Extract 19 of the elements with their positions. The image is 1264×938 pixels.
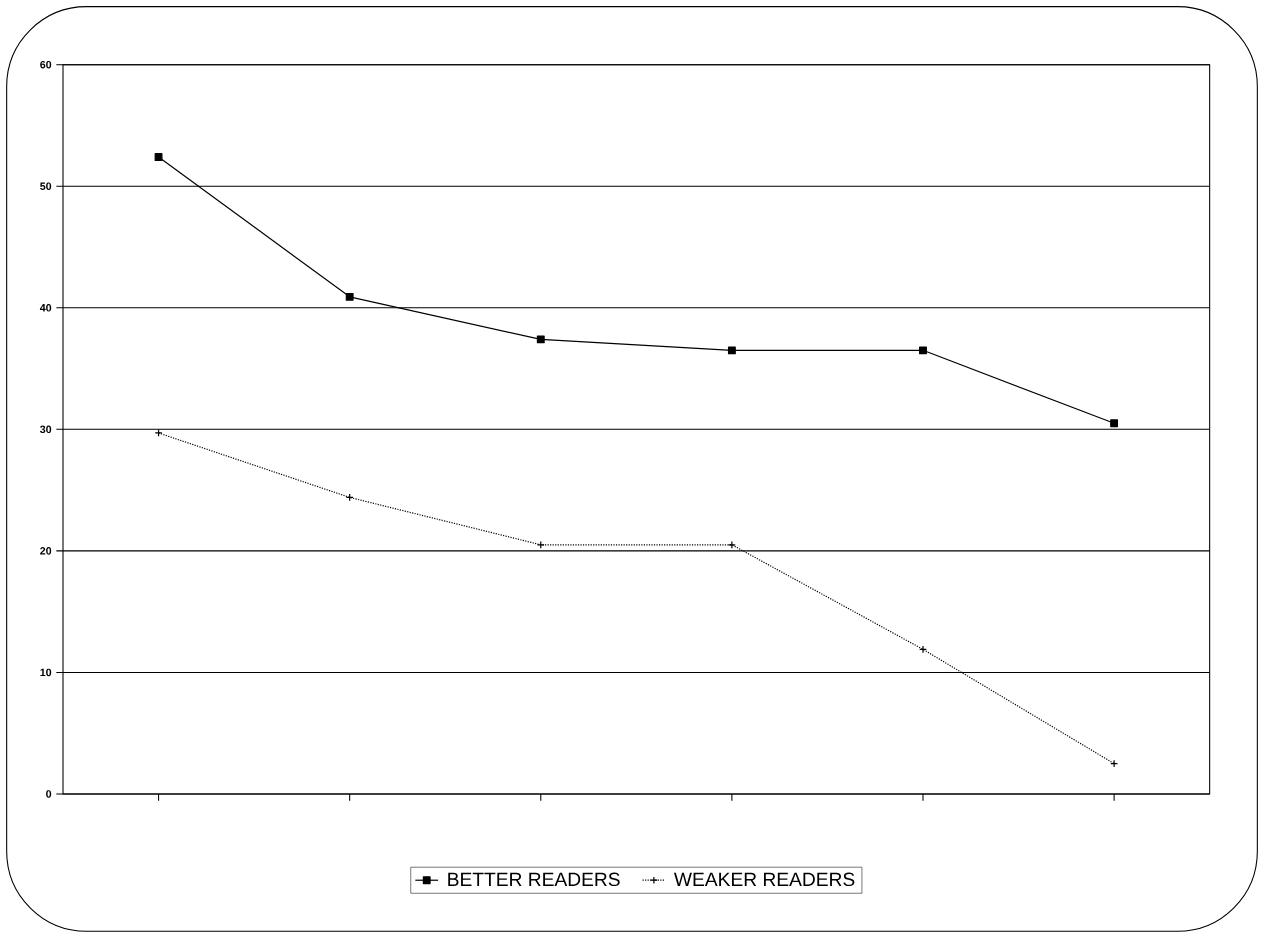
point	[919, 346, 927, 355]
point	[727, 346, 736, 355]
point	[345, 292, 354, 301]
point	[154, 153, 163, 161]
y-tick-label: 30	[40, 425, 52, 434]
point	[727, 540, 736, 549]
legend-label: BETTER READERS	[448, 872, 620, 887]
point	[1110, 759, 1119, 768]
point	[154, 429, 163, 437]
point	[919, 645, 927, 654]
y-tick-label: 40	[39, 304, 52, 312]
y-tick-label: 60	[40, 60, 52, 69]
y-tick-label: 50	[40, 182, 52, 190]
y-tick-label: 10	[40, 668, 52, 677]
y-tick-label: 20	[40, 547, 52, 555]
point	[536, 335, 545, 344]
legend-label: WEAKER READERS	[673, 872, 855, 887]
y-tick-label: 0	[46, 790, 52, 798]
point	[1110, 419, 1119, 428]
